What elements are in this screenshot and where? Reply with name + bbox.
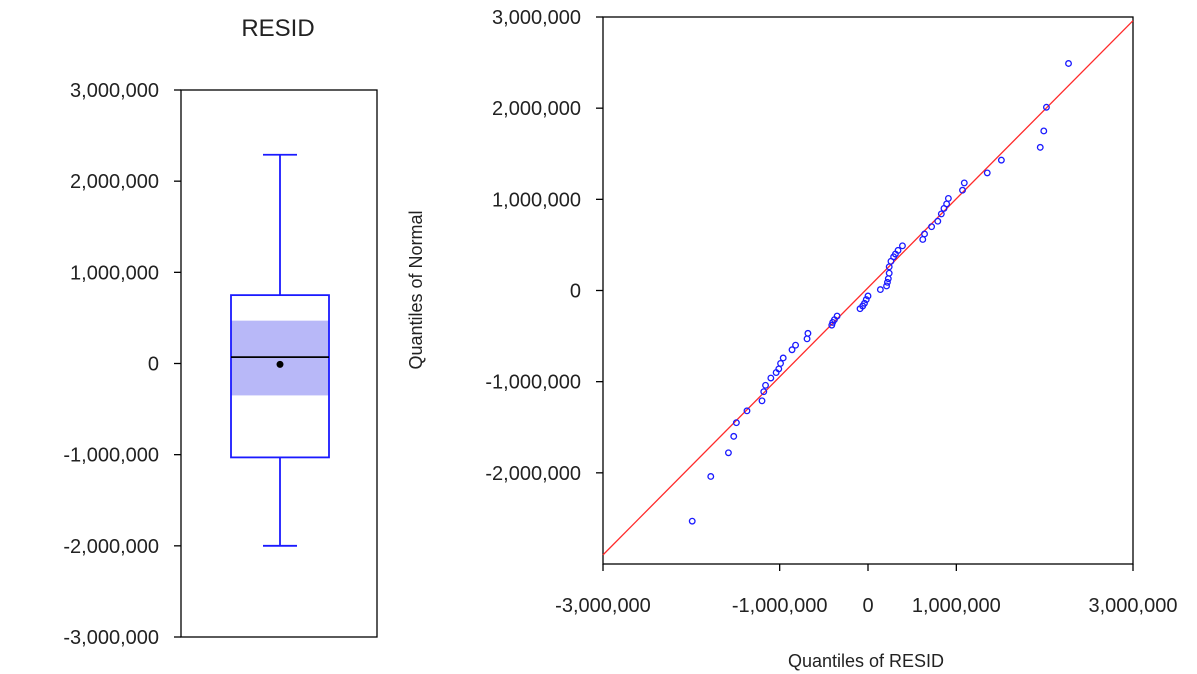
qq-point — [804, 329, 812, 337]
qq-point — [997, 156, 1005, 164]
qq-point — [833, 312, 841, 320]
qq-point — [760, 388, 768, 396]
qq-point — [803, 335, 811, 343]
qq-reference-line — [602, 20, 1134, 556]
qq-point — [928, 223, 936, 231]
boxplot-y-tick-label: -2,000,000 — [63, 536, 159, 558]
qq-point — [934, 217, 942, 225]
qq-plot-frame — [602, 16, 1134, 565]
boxplot-marks — [230, 153, 330, 547]
qq-point — [1042, 103, 1050, 111]
boxplot-median-ci — [231, 320, 329, 396]
qq-point — [724, 449, 732, 457]
qq-x-tick-label: 3,000,000 — [1089, 595, 1178, 617]
qq-point — [762, 381, 769, 389]
qq-point — [883, 278, 891, 286]
boxplot-panel: RESID -3,000,000 -2,000,000 -1,000,000 0 1,0… — [63, 15, 378, 649]
boxplot-title: RESID — [241, 15, 314, 42]
qq-point — [861, 299, 868, 307]
qq-plot-panel: -2,000,000 -1,000,000 0 1,000,000 2,000,000 3… — [406, 7, 1177, 671]
qq-x-axis: -3,000,000 -1,000,000 0 1,000,000 3,000,000 — [555, 564, 1177, 617]
boxplot-y-tick-label: 2,000,000 — [70, 171, 159, 193]
qq-point — [767, 374, 775, 382]
qq-point — [919, 235, 927, 243]
qq-point — [1036, 143, 1044, 151]
qq-point — [883, 282, 890, 290]
qq-x-tick-label: -3,000,000 — [555, 595, 651, 617]
qq-point — [864, 292, 872, 300]
qq-point — [983, 169, 991, 177]
qq-point — [862, 296, 870, 304]
qq-point — [1040, 127, 1048, 135]
boxplot-mean-point — [276, 360, 284, 368]
boxplot-y-axis: -3,000,000 -2,000,000 -1,000,000 0 1,000,000… — [63, 80, 181, 649]
qq-y-axis-label: Quantiles of Normal — [406, 210, 426, 369]
qq-y-tick-label: -1,000,000 — [485, 372, 581, 394]
qq-point — [960, 179, 968, 187]
qq-point — [732, 419, 740, 427]
qq-point — [788, 346, 796, 354]
qq-point — [1065, 60, 1072, 67]
qq-point — [959, 186, 966, 194]
boxplot-y-tick-label: 1,000,000 — [70, 262, 159, 284]
qq-point — [885, 269, 893, 277]
qq-point — [943, 200, 951, 208]
qq-point — [894, 246, 902, 254]
boxplot-y-tick-label: -3,000,000 — [63, 627, 159, 649]
qq-point — [899, 242, 906, 250]
qq-x-tick-label: -1,000,000 — [732, 595, 828, 617]
boxplot-y-tick-label: 3,000,000 — [70, 80, 159, 102]
boxplot-y-tick-label: -1,000,000 — [63, 445, 159, 467]
qq-point — [707, 473, 715, 480]
qq-point — [944, 194, 952, 202]
qq-point — [730, 432, 738, 440]
qq-x-tick-label: 1,000,000 — [912, 595, 1001, 617]
qq-point — [884, 275, 892, 283]
qq-y-tick-label: 1,000,000 — [492, 189, 581, 211]
qq-point — [937, 210, 945, 218]
qq-y-axis: -2,000,000 -1,000,000 0 1,000,000 2,000,000 3… — [485, 7, 603, 485]
qq-point — [688, 517, 696, 525]
qq-point — [792, 341, 800, 349]
qq-y-tick-label: 0 — [570, 281, 581, 303]
qq-y-tick-label: 3,000,000 — [492, 7, 581, 29]
qq-point — [777, 359, 784, 367]
qq-point — [779, 354, 787, 362]
qq-point — [758, 397, 766, 405]
qq-point — [921, 230, 928, 238]
qq-point — [743, 407, 751, 415]
boxplot-y-tick-label: 0 — [148, 354, 159, 376]
qq-plot-marks — [602, 20, 1134, 556]
qq-point — [876, 286, 884, 294]
qq-y-tick-label: 2,000,000 — [492, 98, 581, 120]
qq-x-tick-label: 0 — [862, 595, 873, 617]
qq-x-axis-label: Quantiles of RESID — [788, 651, 944, 671]
qq-y-tick-label: -2,000,000 — [485, 463, 581, 485]
